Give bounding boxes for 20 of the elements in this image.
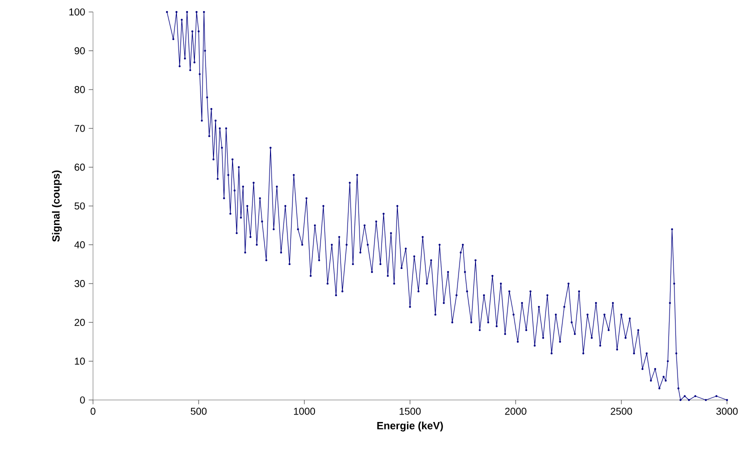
y-tick-label: 60 <box>74 164 85 171</box>
x-tick-label: 0 <box>90 408 96 415</box>
x-tick-label: 2500 <box>610 408 632 415</box>
y-tick-label: 80 <box>74 86 85 94</box>
x-axis-title: Energie (keV) <box>377 422 443 432</box>
x-tick-label: 2000 <box>505 408 526 415</box>
x-tick-label: 1500 <box>400 408 421 415</box>
x-tick-label: 3000 <box>716 408 738 415</box>
y-tick-label: 90 <box>74 47 85 54</box>
y-tick-label: 40 <box>74 241 85 248</box>
y-tick-label: 0 <box>80 396 85 404</box>
x-tick-label: 500 <box>190 408 207 415</box>
y-tick-label: 100 <box>69 8 85 16</box>
y-tick-label: 50 <box>74 202 85 210</box>
y-tick-label: 10 <box>74 358 85 365</box>
y-tick-label: 20 <box>74 318 85 326</box>
y-axis-title: Signal (coups) <box>52 170 62 242</box>
y-tick-label: 30 <box>74 280 85 288</box>
y-tick-label: 70 <box>74 124 85 132</box>
x-tick-label: 1000 <box>294 408 316 415</box>
